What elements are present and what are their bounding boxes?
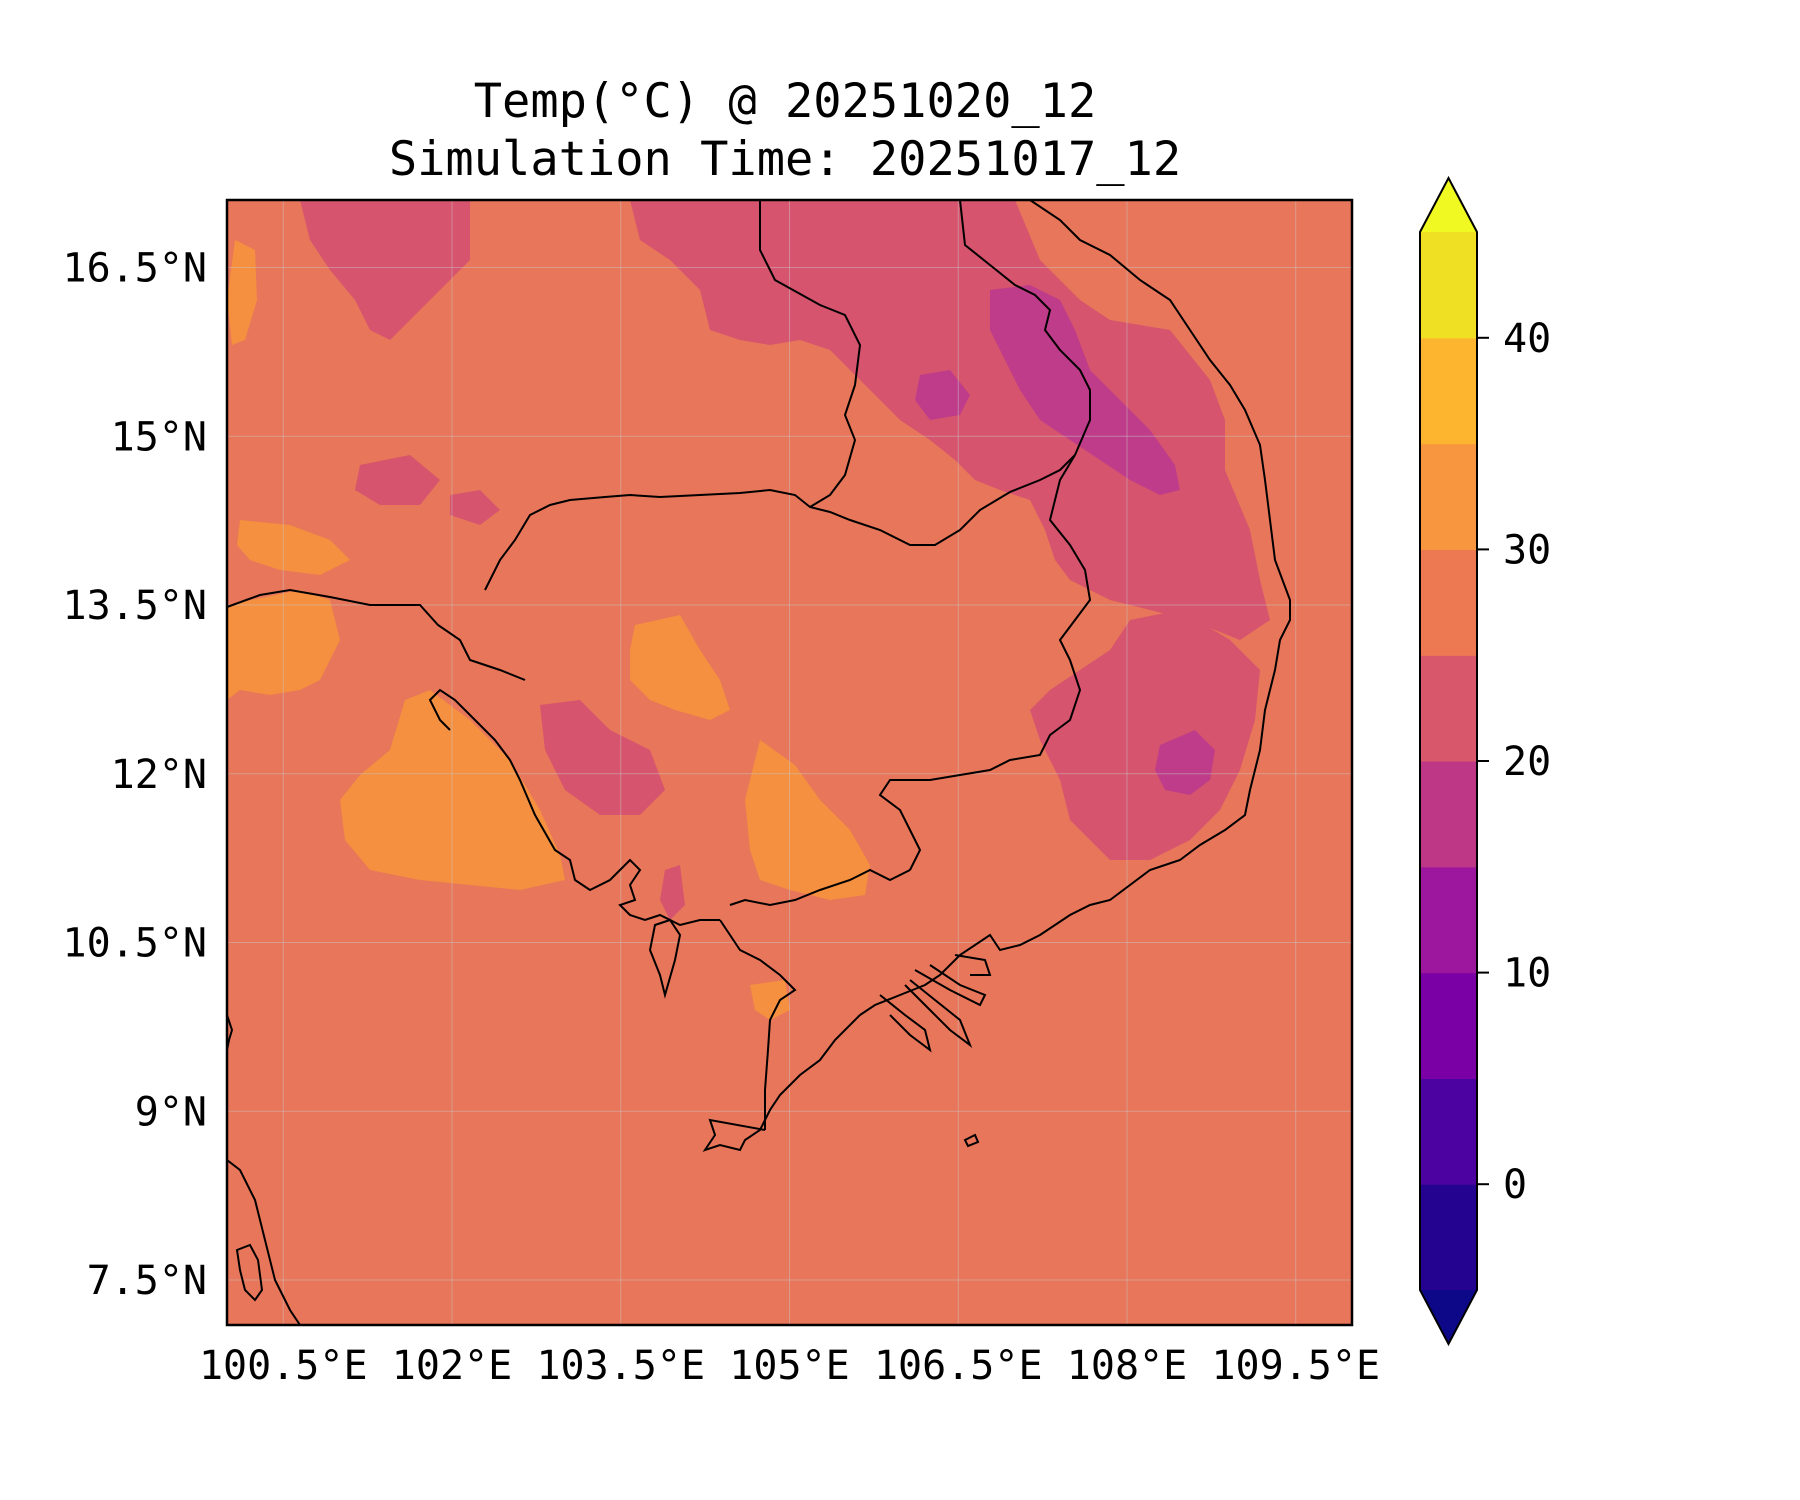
colorbar-band bbox=[1420, 761, 1477, 868]
mekong-delta-coast bbox=[702, 1014, 861, 1152]
warm-region-delta bbox=[750, 980, 790, 1020]
lon-tick-label: 100.5°E bbox=[199, 1343, 368, 1389]
colorbar-band bbox=[1420, 655, 1477, 762]
lat-tick-label: 13.5°N bbox=[63, 583, 208, 629]
colorbar-outline bbox=[1419, 175, 1478, 1347]
thailand-peninsula-island bbox=[235, 1243, 264, 1302]
delta-river-mouths bbox=[879, 954, 992, 1053]
colorbar: 0 10 20 30 40 bbox=[1419, 175, 1551, 1347]
warm-region-thai-east bbox=[227, 590, 340, 700]
warm-region-cambodia-south bbox=[745, 740, 870, 900]
lon-tick-label: 109.5°E bbox=[1211, 1343, 1380, 1389]
cambodia-northern-border bbox=[484, 454, 1076, 591]
laos-cambodia-vietnam-border bbox=[878, 454, 1092, 871]
warm-region-thai-mid bbox=[237, 520, 350, 575]
lon-tick-label: 103.5°E bbox=[536, 1343, 705, 1389]
colorbar-band bbox=[1420, 443, 1477, 550]
coastline-border-layer bbox=[227, 200, 1291, 1325]
colorbar-band bbox=[1420, 972, 1477, 1079]
graticule bbox=[227, 200, 1352, 1325]
warm-region-gulf bbox=[340, 690, 565, 890]
cool-region-laos-north bbox=[630, 200, 1270, 640]
lat-tick-label: 12°N bbox=[111, 752, 207, 798]
lon-tick-label: 108°E bbox=[1067, 1343, 1187, 1389]
cold-region-laos-south bbox=[990, 285, 1180, 495]
cold-region-highlands bbox=[1155, 730, 1215, 795]
colorbar-tick-label: 20 bbox=[1503, 739, 1551, 785]
colorbar-extend-min bbox=[1420, 1290, 1477, 1344]
colorbar-band bbox=[1420, 1078, 1477, 1185]
colorbar-band bbox=[1420, 337, 1477, 445]
warm-region-cambodia-central bbox=[630, 615, 730, 720]
colorbar-band bbox=[1420, 549, 1477, 656]
colorbar-tick-label: 0 bbox=[1503, 1162, 1527, 1208]
gulf-coast-cambodia bbox=[428, 688, 720, 927]
mekong-laos-thailand bbox=[759, 200, 862, 508]
cool-region-mid-west-2 bbox=[450, 490, 500, 525]
colorbar-band bbox=[1420, 1184, 1477, 1291]
lon-tick-label: 106.5°E bbox=[874, 1343, 1043, 1389]
cool-region-cambodia-west bbox=[540, 700, 665, 815]
cool-region-cambodia-south bbox=[660, 865, 685, 920]
lat-tick-label: 16.5°N bbox=[63, 246, 208, 292]
cool-region-group bbox=[300, 200, 1270, 920]
border-thailand-cambodia-laos bbox=[227, 588, 526, 681]
lat-tick-label: 7.5°N bbox=[87, 1258, 207, 1304]
cambodia-vietnam-south-border bbox=[729, 868, 911, 907]
colorbar-band bbox=[1420, 866, 1477, 974]
cool-region-mid-west bbox=[355, 455, 440, 505]
chart-subtitle: Simulation Time: 20251017_12 bbox=[388, 132, 1182, 187]
latitude-ticks: 16.5°N 15°N 13.5°N 12°N 10.5°N 9°N 7.5°N bbox=[63, 246, 208, 1305]
colorbar-band bbox=[1420, 232, 1477, 339]
lon-tick-label: 102°E bbox=[392, 1343, 512, 1389]
chart-title: Temp(°C) @ 20251020_12 bbox=[473, 74, 1097, 129]
delta-west-coast bbox=[719, 919, 797, 1130]
colorbar-tick-label: 10 bbox=[1503, 951, 1551, 997]
cool-region-vietnam-highlands bbox=[1030, 610, 1260, 860]
cool-region-north-band bbox=[300, 200, 470, 340]
colorbar-tick-label: 30 bbox=[1503, 527, 1551, 573]
map-frame bbox=[225, 198, 1354, 1327]
lat-tick-label: 10.5°N bbox=[63, 921, 208, 967]
longitude-ticks: 100.5°E 102°E 103.5°E 105°E 106.5°E 108°E 109.… bbox=[199, 1343, 1380, 1389]
lon-tick-label: 105°E bbox=[729, 1343, 849, 1389]
colorbar-tick-label: 40 bbox=[1503, 316, 1551, 362]
con-dao-island bbox=[963, 1133, 980, 1148]
phu-quoc-island bbox=[648, 918, 682, 999]
warm-region-north-west bbox=[227, 240, 257, 345]
temperature-field bbox=[227, 200, 1352, 1325]
vietnam-laos-border bbox=[959, 200, 1091, 456]
cold-region-group bbox=[915, 285, 1215, 795]
cold-region-laos-west bbox=[915, 370, 970, 420]
vietnam-coast bbox=[859, 200, 1291, 1016]
warm-region-group bbox=[227, 240, 870, 1020]
lat-tick-label: 9°N bbox=[135, 1089, 207, 1135]
gulf-coast-thailand bbox=[227, 1159, 301, 1325]
colorbar-extend-max bbox=[1420, 178, 1477, 232]
lat-tick-label: 15°N bbox=[111, 414, 207, 460]
